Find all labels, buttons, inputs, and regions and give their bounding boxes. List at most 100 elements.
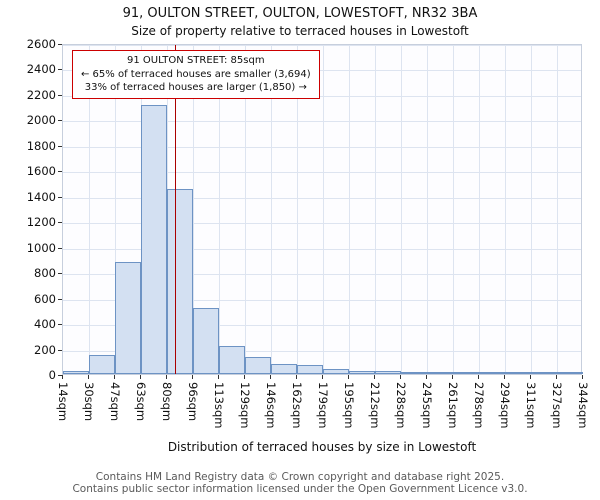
x-tick-label: 327sqm (550, 382, 564, 429)
histogram-bar (401, 372, 427, 374)
y-tick-mark (58, 324, 62, 326)
x-tick-label: 179sqm (316, 382, 330, 429)
histogram-bar (505, 372, 531, 374)
x-tick-mark (192, 375, 193, 379)
gridline-vertical (323, 45, 324, 374)
y-tick-label: 800 (34, 266, 56, 281)
histogram-bar (89, 354, 115, 374)
y-tick-label: 1400 (26, 189, 56, 204)
y-tick-label: 2400 (26, 62, 56, 77)
gridline-vertical (89, 45, 90, 374)
x-tick-mark (426, 375, 427, 379)
y-tick-mark (58, 349, 62, 351)
y-tick-mark (58, 273, 62, 275)
x-tick-label: 294sqm (498, 382, 512, 429)
x-tick-label: 146sqm (264, 382, 278, 429)
histogram-bar (531, 372, 557, 374)
histogram-bar (141, 105, 167, 374)
footer-attribution-2: Contains public sector information licen… (72, 483, 528, 495)
y-tick-label: 2000 (26, 113, 56, 128)
gridline-vertical (557, 45, 558, 374)
x-tick-label: 80sqm (160, 382, 174, 422)
y-tick-mark (58, 94, 62, 96)
x-tick-mark (244, 375, 245, 379)
y-tick-label: 1600 (26, 164, 56, 179)
gridline-vertical (219, 45, 220, 374)
gridline-vertical (427, 45, 428, 374)
histogram-bar (375, 371, 401, 374)
property-size-marker-line (174, 45, 177, 374)
x-tick-label: 63sqm (134, 382, 148, 422)
gridline-vertical (479, 45, 480, 374)
gridline-horizontal (63, 325, 581, 327)
gridline-vertical (245, 45, 246, 374)
gridline-vertical (115, 45, 116, 374)
x-tick-label: 162sqm (290, 382, 304, 429)
x-tick-mark (166, 375, 167, 379)
gridline-vertical (401, 45, 402, 374)
y-tick-mark (58, 171, 62, 173)
gridline-vertical (349, 45, 350, 374)
gridline-vertical (375, 45, 376, 374)
y-tick-label: 1200 (26, 215, 56, 230)
histogram-bar (245, 357, 271, 374)
x-tick-mark (504, 375, 505, 379)
x-axis-label: Distribution of terraced houses by size … (167, 440, 477, 454)
y-tick-mark (58, 375, 62, 376)
y-tick-mark (58, 44, 62, 45)
x-tick-mark (582, 375, 583, 379)
x-tick-mark (140, 375, 141, 379)
x-tick-label: 228sqm (394, 382, 408, 429)
gridline-vertical (271, 45, 272, 374)
x-tick-label: 30sqm (82, 382, 96, 422)
histogram-bar (323, 368, 349, 374)
x-tick-label: 261sqm (446, 382, 460, 429)
gridline-horizontal (63, 172, 581, 174)
x-tick-mark (348, 375, 349, 379)
histogram-bar (479, 372, 505, 374)
marker-annotation-box: 91 OULTON STREET: 85sqm ← 65% of terrace… (72, 50, 320, 99)
y-tick-label: 400 (34, 317, 56, 332)
histogram-bar (557, 372, 583, 374)
x-tick-mark (62, 375, 63, 379)
x-tick-label: 129sqm (238, 382, 252, 429)
gridline-horizontal (63, 350, 581, 352)
gridline-horizontal (63, 45, 581, 46)
gridline-horizontal (63, 223, 581, 225)
x-tick-mark (270, 375, 271, 379)
footer-attribution-1: Contains HM Land Registry data © Crown c… (95, 471, 505, 483)
y-tick-mark (58, 120, 62, 122)
x-tick-label: 96sqm (186, 382, 200, 422)
gridline-vertical (453, 45, 454, 374)
histogram-bar (271, 364, 297, 374)
gridline-horizontal (63, 70, 581, 72)
x-tick-label: 278sqm (472, 382, 486, 429)
x-tick-mark (218, 375, 219, 379)
x-tick-mark (556, 375, 557, 379)
histogram-bar (167, 189, 193, 374)
annotation-line-2: ← 65% of terraced houses are smaller (3,… (81, 68, 311, 80)
x-tick-mark (114, 375, 115, 379)
x-tick-mark (530, 375, 531, 379)
y-tick-mark (58, 69, 62, 71)
x-tick-label: 245sqm (420, 382, 434, 429)
gridline-horizontal (63, 248, 581, 250)
gridline-horizontal (63, 299, 581, 301)
histogram-bar (219, 346, 245, 374)
x-tick-label: 344sqm (576, 382, 590, 429)
y-tick-label: 0 (48, 368, 56, 382)
x-tick-label: 14sqm (56, 382, 70, 422)
annotation-line-1: 91 OULTON STREET: 85sqm (127, 55, 265, 66)
gridline-horizontal (63, 121, 581, 123)
chart-subtitle: Size of property relative to terraced ho… (131, 24, 469, 38)
gridline-vertical (505, 45, 506, 374)
x-tick-mark (296, 375, 297, 379)
x-tick-label: 113sqm (212, 382, 226, 429)
histogram-bar (63, 371, 89, 374)
x-tick-mark (452, 375, 453, 379)
histogram-bar (453, 372, 479, 374)
y-tick-mark (58, 145, 62, 147)
x-tick-label: 47sqm (108, 382, 122, 422)
y-tick-label: 2600 (26, 37, 56, 51)
